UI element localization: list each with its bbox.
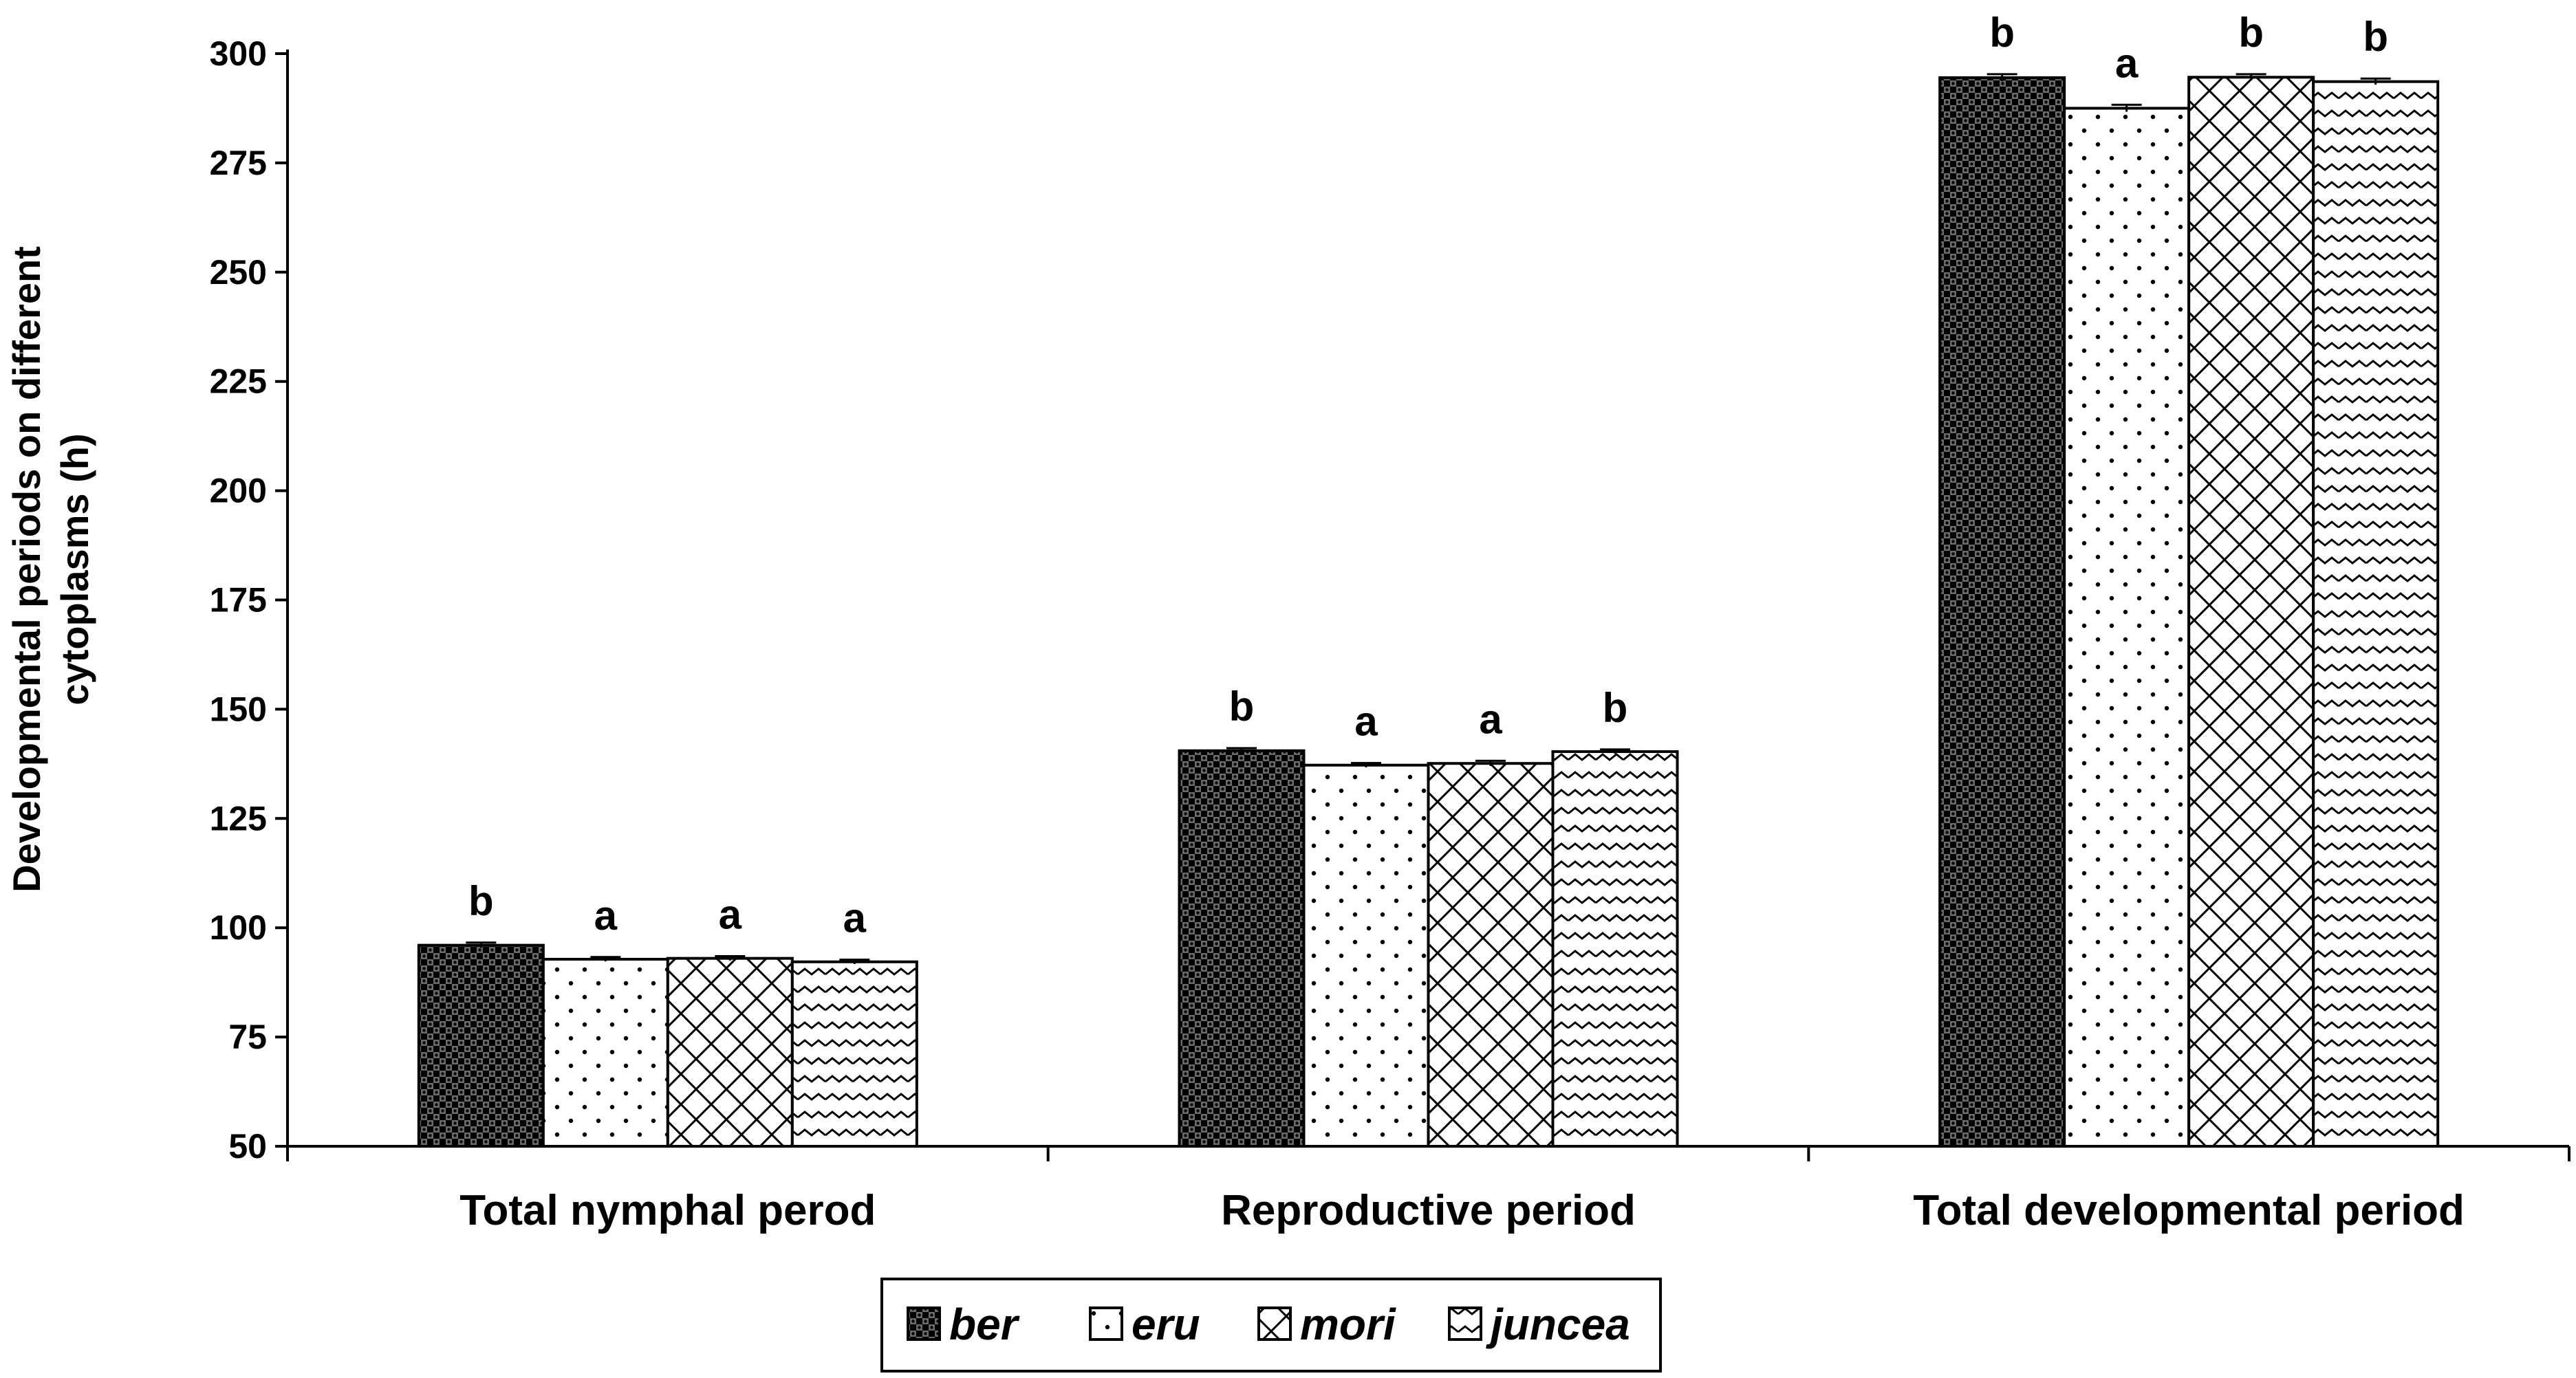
bars: b a a a b a a b b a b b <box>417 10 2440 1148</box>
y-tick-label: 100 <box>210 908 267 947</box>
bar-ber <box>1178 749 1306 1148</box>
legend-swatch-mori <box>1257 1306 1292 1341</box>
bar-ber <box>1938 76 2066 1148</box>
y-tick-label: 200 <box>210 472 267 510</box>
y-tick-label: 300 <box>210 34 267 73</box>
x-axis <box>286 1145 2570 1161</box>
y-axis: 50 75 100 125 150 175 200 225 250 275 300 <box>210 34 289 1166</box>
significance-letter: b <box>1229 683 1255 730</box>
legend-label-ber: ber <box>949 1300 1020 1349</box>
bar-eru <box>541 957 669 1148</box>
significance-letter: b <box>2363 14 2388 60</box>
significance-letter: a <box>719 892 742 938</box>
legend-label-mori: mori <box>1300 1300 1396 1349</box>
y-tick-label: 50 <box>228 1127 267 1166</box>
bar-mori <box>2187 76 2315 1148</box>
legend: ber eru mori juncea <box>880 1278 1662 1372</box>
category-label: Reproductive period <box>1221 1187 1636 1234</box>
bar-juncea <box>2312 80 2440 1148</box>
y-axis-title: Developmental periods on different cytop… <box>5 246 96 893</box>
significance-letter: b <box>468 878 494 924</box>
y-axis-title-line-2: cytoplasms (h) <box>53 433 96 705</box>
y-tick-label: 150 <box>210 690 267 728</box>
bar-eru <box>1302 763 1430 1148</box>
significance-letter: a <box>1354 699 1378 745</box>
significance-letter: a <box>1479 696 1502 742</box>
significance-letter: a <box>594 893 618 939</box>
bar-juncea <box>790 960 918 1148</box>
legend-label-juncea: juncea <box>1486 1300 1630 1349</box>
legend-swatch-ber <box>907 1306 941 1341</box>
bar-mori <box>666 956 794 1148</box>
y-tick-label: 125 <box>210 799 267 838</box>
legend-swatch-eru <box>1089 1306 1123 1341</box>
significance-letter: b <box>1989 10 2015 56</box>
y-tick-label: 250 <box>210 253 267 292</box>
category-label: Total nymphal perod <box>459 1187 876 1234</box>
significance-letter: a <box>843 895 867 941</box>
bar-ber <box>417 943 545 1148</box>
y-tick-label: 75 <box>228 1018 267 1056</box>
y-tick-label: 175 <box>210 581 267 620</box>
category-labels: Total nymphal perod Reproductive period To… <box>459 1187 2465 1234</box>
y-tick-label: 275 <box>210 144 267 182</box>
significance-letter: b <box>2238 10 2264 56</box>
legend-label-eru: eru <box>1132 1300 1200 1349</box>
bar-eru <box>2063 107 2191 1148</box>
bar-juncea <box>1551 750 1679 1148</box>
category-label: Total developmental period <box>1913 1187 2465 1234</box>
significance-letter: b <box>1603 685 1628 731</box>
y-tick-label: 225 <box>210 362 267 401</box>
bar-mori <box>1427 762 1555 1148</box>
legend-swatch-juncea <box>1448 1306 1482 1341</box>
y-axis-title-line-1: Developmental periods on different <box>5 246 48 893</box>
significance-letter: a <box>2115 40 2139 86</box>
